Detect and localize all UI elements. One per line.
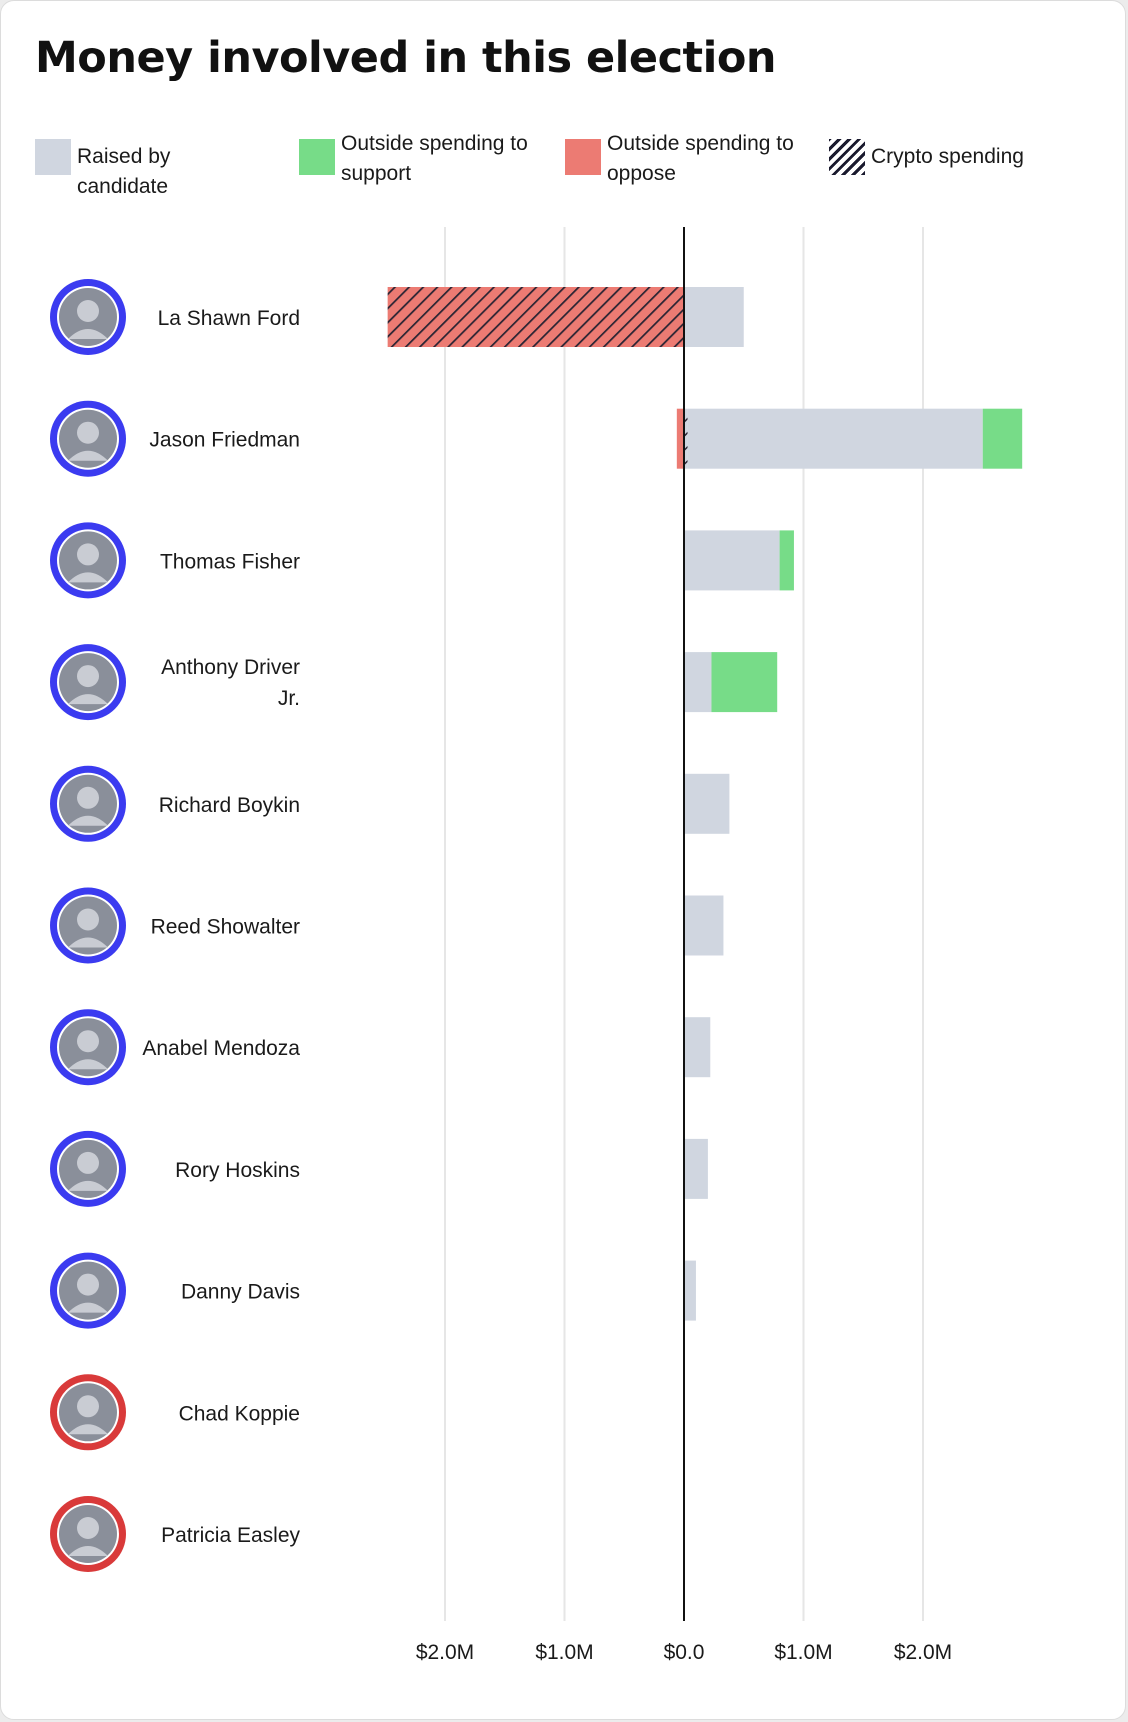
avatar-shoulders — [68, 815, 108, 826]
candidate-avatar — [50, 1374, 126, 1451]
avatar-shoulders — [68, 450, 108, 461]
bar-raised — [684, 895, 724, 956]
candidate-avatar — [50, 1252, 126, 1329]
avatar-head — [77, 1273, 99, 1296]
legend-item-crypto: Crypto spending — [829, 129, 1059, 185]
bar-raised — [684, 530, 780, 591]
x-tick-label: $1.0M — [774, 1641, 832, 1664]
avatar-head — [77, 543, 99, 566]
x-tick-label: $2.0M — [416, 1641, 474, 1664]
bar-oppose-crypto — [387, 287, 684, 347]
bar-raised — [684, 287, 744, 347]
bar-oppose — [676, 408, 684, 469]
candidate-name: Anthony Driver Jr. — [161, 656, 300, 710]
candidate-name: Anabel Mendoza — [142, 1037, 300, 1060]
legend: Raised by candidate Outside spending to … — [35, 129, 1095, 198]
legend-swatch-raised — [35, 139, 71, 175]
legend-item-oppose: Outside spending to oppose — [565, 129, 795, 185]
bar-raised — [684, 652, 712, 713]
candidate-name: Thomas Fisher — [160, 550, 300, 573]
legend-label-oppose: Outside spending to oppose — [607, 132, 794, 185]
avatar-shoulders — [68, 572, 108, 583]
candidate-avatar — [50, 522, 126, 599]
avatar-shoulders — [68, 1059, 108, 1070]
legend-label-raised: Raised by candidate — [77, 145, 171, 198]
candidate-avatar — [50, 765, 126, 842]
bar-support — [779, 530, 794, 591]
bar-support — [982, 408, 1023, 469]
bar-raised — [684, 1260, 696, 1321]
legend-swatch-support — [299, 139, 335, 175]
x-tick-label: $2.0M — [894, 1641, 952, 1664]
avatar-head — [77, 665, 99, 688]
avatar-shoulders — [68, 937, 108, 948]
avatar-head — [77, 300, 99, 322]
bar-raised — [684, 1138, 708, 1199]
bar-raised — [684, 773, 730, 834]
avatar-shoulders — [68, 1546, 108, 1556]
candidate-name: Jason Friedman — [149, 429, 300, 452]
legend-label-support: Outside spending to support — [341, 132, 528, 185]
legend-label-crypto: Crypto spending — [871, 145, 1024, 168]
avatar-head — [77, 1151, 99, 1174]
candidate-name: Chad Koppie — [179, 1402, 300, 1425]
bar-raised — [687, 408, 983, 469]
x-tick-label: $0.0 — [664, 1641, 705, 1664]
avatar-shoulders — [68, 1424, 108, 1435]
legend-swatch-oppose — [565, 139, 601, 175]
avatar-head — [77, 1395, 99, 1418]
bar-raised — [684, 1017, 711, 1078]
candidate-avatar — [50, 1496, 126, 1572]
candidate-avatar — [50, 279, 126, 355]
candidate-name: Richard Boykin — [159, 794, 300, 817]
candidate-avatar — [50, 400, 126, 477]
candidate-avatar — [50, 644, 126, 721]
legend-item-support: Outside spending to support — [299, 129, 529, 185]
avatar-head — [77, 421, 99, 444]
candidate-name: Reed Showalter — [151, 916, 300, 939]
bar-support — [711, 652, 778, 713]
legend-item-raised: Raised by candidate — [35, 129, 265, 198]
avatar-head — [77, 786, 99, 809]
avatar-shoulders — [68, 1180, 108, 1191]
avatar-head — [77, 1030, 99, 1053]
avatar-shoulders — [68, 329, 108, 339]
legend-swatch-crypto — [829, 139, 865, 175]
avatar-shoulders — [68, 1302, 108, 1313]
bar-crypto-raised — [684, 408, 688, 469]
x-tick-label: $1.0M — [535, 1641, 593, 1664]
avatar-head — [77, 1517, 99, 1539]
candidate-name: Rory Hoskins — [175, 1159, 300, 1182]
candidate-avatar — [50, 1009, 126, 1086]
candidate-avatar — [50, 887, 126, 964]
candidate-avatar — [50, 1130, 126, 1207]
candidate-name: La Shawn Ford — [158, 307, 300, 330]
avatar-head — [77, 908, 99, 931]
candidate-name: Patricia Easley — [161, 1524, 300, 1547]
chart-title: Money involved in this election — [35, 33, 777, 83]
avatar-shoulders — [68, 694, 108, 705]
candidate-name: Danny Davis — [181, 1281, 300, 1304]
